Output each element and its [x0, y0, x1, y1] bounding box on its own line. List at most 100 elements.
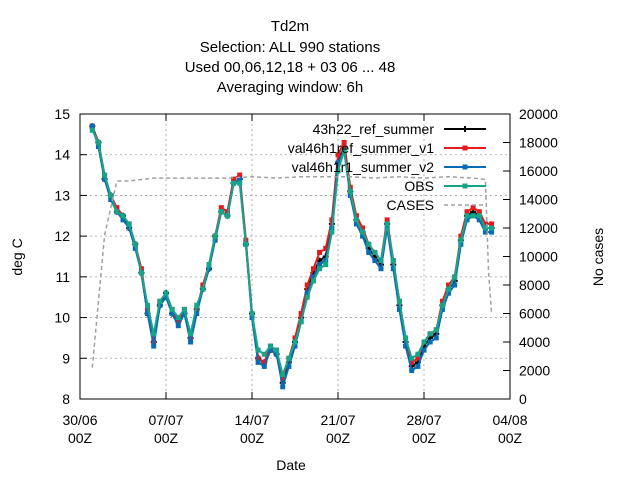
data-point	[366, 249, 372, 255]
data-point	[175, 319, 181, 325]
data-point	[132, 241, 138, 247]
legend-entry-label: OBS	[404, 178, 434, 194]
data-point	[108, 197, 114, 202]
data-point	[237, 176, 243, 182]
data-point	[476, 209, 482, 215]
data-point	[323, 245, 329, 251]
data-point	[335, 152, 341, 158]
x-tick-label-time: 00Z	[412, 430, 437, 446]
data-point	[157, 298, 163, 304]
data-point	[452, 274, 458, 280]
data-point	[175, 315, 181, 321]
data-point	[415, 351, 421, 357]
grid	[80, 114, 510, 399]
data-point	[446, 286, 452, 292]
data-point	[200, 282, 206, 288]
y-tick-label: 12	[54, 228, 70, 244]
y2-tick-label: 8000	[519, 277, 550, 293]
data-point	[360, 233, 366, 239]
axes: 8 9 10 11 12 13 14 15 0 2000 4000 6000 8000 10000 1200…	[54, 106, 558, 446]
legend-entry-label: val46h1r1_summer_v2	[292, 159, 435, 175]
data-point	[89, 123, 95, 129]
data-point	[218, 205, 224, 211]
data-point	[200, 286, 206, 292]
y2-tick-label: 2000	[519, 363, 550, 379]
data-point	[280, 384, 286, 390]
data-point	[261, 351, 267, 357]
data-point	[476, 217, 482, 223]
data-point	[439, 302, 445, 308]
data-point	[360, 229, 366, 235]
data-point	[378, 258, 384, 264]
data-point	[482, 221, 488, 227]
data-point	[126, 225, 132, 231]
data-point	[489, 229, 495, 235]
data-point	[169, 306, 175, 312]
data-point	[403, 343, 409, 349]
data-point	[267, 343, 273, 349]
data-point	[304, 290, 310, 296]
data-point	[249, 311, 255, 316]
data-point	[482, 225, 488, 231]
data-point	[310, 278, 316, 284]
data-point	[255, 347, 261, 353]
y2-tick-label: 16000	[519, 163, 558, 179]
data-point	[188, 339, 194, 345]
data-point	[194, 311, 200, 316]
data-point	[335, 160, 341, 166]
data-point	[224, 213, 230, 219]
y2-tick-label: 0	[519, 391, 527, 407]
data-point	[151, 331, 157, 337]
data-point	[194, 302, 200, 308]
data-point	[329, 229, 335, 235]
data-point	[102, 176, 108, 182]
data-point	[95, 140, 101, 145]
y-tick-label: 8	[62, 391, 70, 407]
data-point	[89, 127, 95, 133]
data-point	[433, 335, 439, 341]
data-point	[261, 359, 267, 365]
data-point	[169, 311, 175, 316]
data-point	[145, 302, 151, 308]
data-point	[274, 351, 280, 357]
x-tick-label-date: 28/07	[406, 412, 441, 428]
data-point	[286, 363, 292, 369]
data-point	[421, 347, 427, 353]
data-point	[415, 363, 421, 369]
y-tick-label: 9	[62, 350, 70, 366]
x-tick-label-date: 30/06	[62, 412, 97, 428]
data-point	[212, 233, 218, 239]
legend-entry-marker	[462, 126, 468, 132]
data-point	[452, 282, 458, 288]
series-line	[91, 175, 493, 368]
data-point	[323, 262, 329, 268]
data-point	[304, 282, 310, 288]
data-point	[396, 306, 402, 312]
x-tick-label-time: 00Z	[240, 430, 265, 446]
data-point	[360, 225, 366, 231]
data-point	[280, 372, 286, 378]
y2-tick-label: 18000	[519, 135, 558, 151]
data-point	[255, 359, 261, 365]
x-tick-label-date: 21/07	[320, 412, 355, 428]
data-point	[120, 217, 126, 223]
data-point	[409, 359, 415, 365]
data-point	[384, 217, 390, 223]
data-point	[188, 331, 194, 337]
y-tick-label: 15	[54, 106, 70, 122]
data-point	[341, 140, 347, 145]
y-tick-label: 11	[55, 269, 70, 285]
y2-axis-label: No cases	[590, 228, 606, 286]
data-point	[286, 355, 292, 361]
x-tick-label-date: 14/07	[234, 412, 269, 428]
data-point	[390, 266, 396, 272]
legend-entry-marker	[462, 145, 468, 151]
data-point	[267, 347, 273, 353]
data-point	[145, 311, 151, 316]
data-point	[482, 229, 488, 235]
data-point	[458, 237, 464, 243]
data-point	[446, 282, 452, 288]
data-point	[384, 221, 390, 227]
data-point	[102, 172, 108, 178]
y2-tick-label: 10000	[519, 249, 558, 265]
